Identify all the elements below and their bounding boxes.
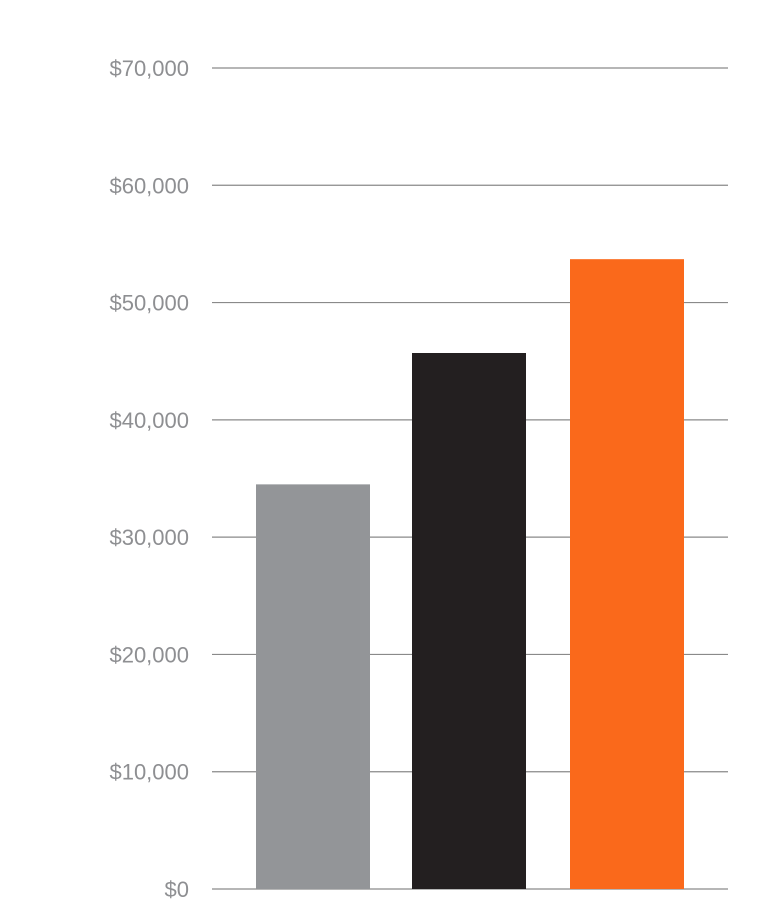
bar-1 xyxy=(256,484,370,889)
bars xyxy=(256,259,684,889)
y-tick-label: $60,000 xyxy=(109,173,189,198)
y-tick-label: $20,000 xyxy=(109,642,189,667)
y-tick-label: $30,000 xyxy=(109,525,189,550)
y-tick-label: $40,000 xyxy=(109,408,189,433)
y-tick-label: $50,000 xyxy=(109,291,189,316)
y-tick-label: $70,000 xyxy=(109,56,189,81)
y-tick-label: $10,000 xyxy=(109,760,189,785)
bar-2 xyxy=(412,353,526,889)
y-axis-tick-labels: $0 $10,000 $20,000 $30,000 $40,000 $50,000 $60… xyxy=(109,56,189,902)
bar-3 xyxy=(570,259,684,889)
y-tick-label: $0 xyxy=(165,877,189,902)
